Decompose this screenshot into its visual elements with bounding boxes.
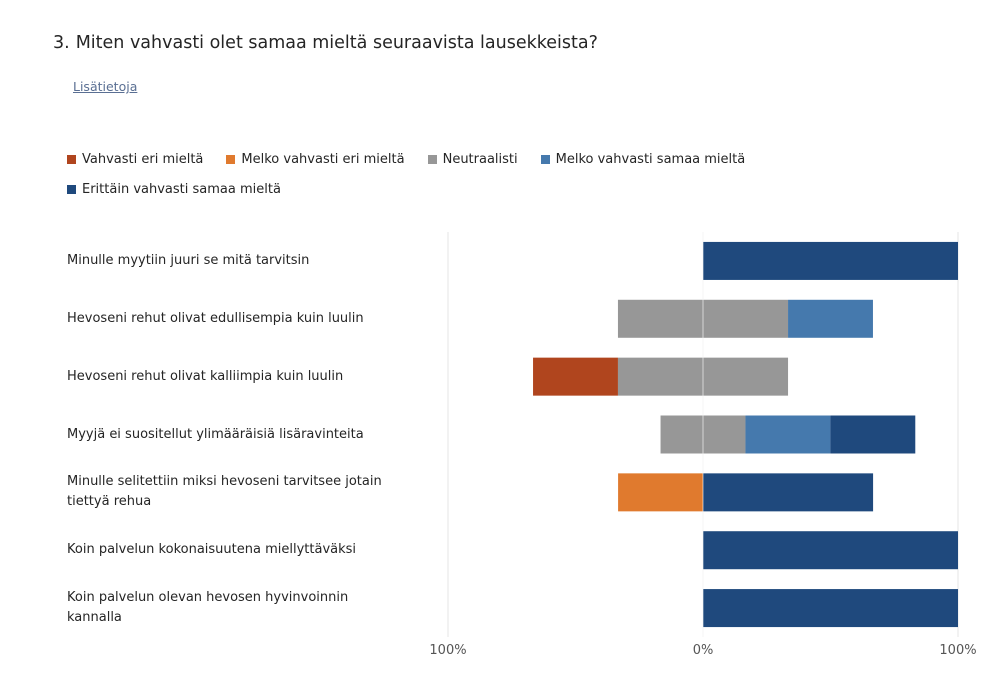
x-tick-label: 100% xyxy=(939,643,976,658)
legend-swatch xyxy=(67,184,76,194)
category-label: Minulle selitettiin miksi hevoseni tarvi… xyxy=(67,474,382,510)
question-text: Miten vahvasti olet samaa mieltä seuraav… xyxy=(75,33,598,53)
legend-item: Neutraalisti xyxy=(427,149,518,169)
legend-label: Neutraalisti xyxy=(442,151,518,167)
legend-item: Melko vahvasti eri mieltä xyxy=(226,149,405,169)
bar-segment xyxy=(703,473,874,512)
bar-segment xyxy=(618,473,703,512)
legend-item: Erittäin vahvasti samaa mieltä xyxy=(67,179,281,199)
x-tick-label: 0% xyxy=(693,643,714,658)
category-label: Koin palvelun olevan hevosen hyvinvoinni… xyxy=(67,590,349,626)
legend-label: Melko vahvasti samaa mieltä xyxy=(555,151,746,167)
legend-swatch xyxy=(67,154,76,164)
chart-legend: Vahvasti eri mieltä Melko vahvasti eri mi… xyxy=(67,149,827,199)
category-label: Myyjä ei suositellut ylimääräisiä lisära… xyxy=(67,426,364,442)
bar-segment xyxy=(703,531,958,570)
category-label: Koin palvelun kokonaisuutena miellyttävä… xyxy=(67,542,357,558)
bar-segment xyxy=(830,415,916,454)
legend-item: Melko vahvasti samaa mieltä xyxy=(540,149,746,169)
legend-swatch xyxy=(427,154,437,164)
question-number: 3. xyxy=(53,33,70,53)
bar-segment xyxy=(703,241,958,280)
x-tick-label: 100% xyxy=(429,643,466,658)
more-info-link[interactable]: Lisätietoja xyxy=(73,79,138,94)
legend-swatch xyxy=(226,154,236,164)
legend-label: Melko vahvasti eri mieltä xyxy=(241,151,405,167)
category-label: Hevoseni rehut olivat edullisempia kuin … xyxy=(67,310,364,326)
question-title: 3. Miten vahvasti olet samaa mieltä seura… xyxy=(53,33,598,53)
category-label: Minulle myytiin juuri se mitä tarvitsin xyxy=(67,252,310,268)
bar-segment xyxy=(533,357,618,396)
category-label: Hevoseni rehut olivat kalliimpia kuin lu… xyxy=(67,368,344,384)
legend-label: Vahvasti eri mieltä xyxy=(82,151,204,167)
bar-segment xyxy=(703,589,958,628)
legend-swatch xyxy=(540,154,550,164)
bar-segment xyxy=(788,299,873,338)
legend-label: Erittäin vahvasti samaa mieltä xyxy=(82,181,281,197)
bar-segment xyxy=(745,415,831,454)
legend-item: Vahvasti eri mieltä xyxy=(67,149,203,169)
